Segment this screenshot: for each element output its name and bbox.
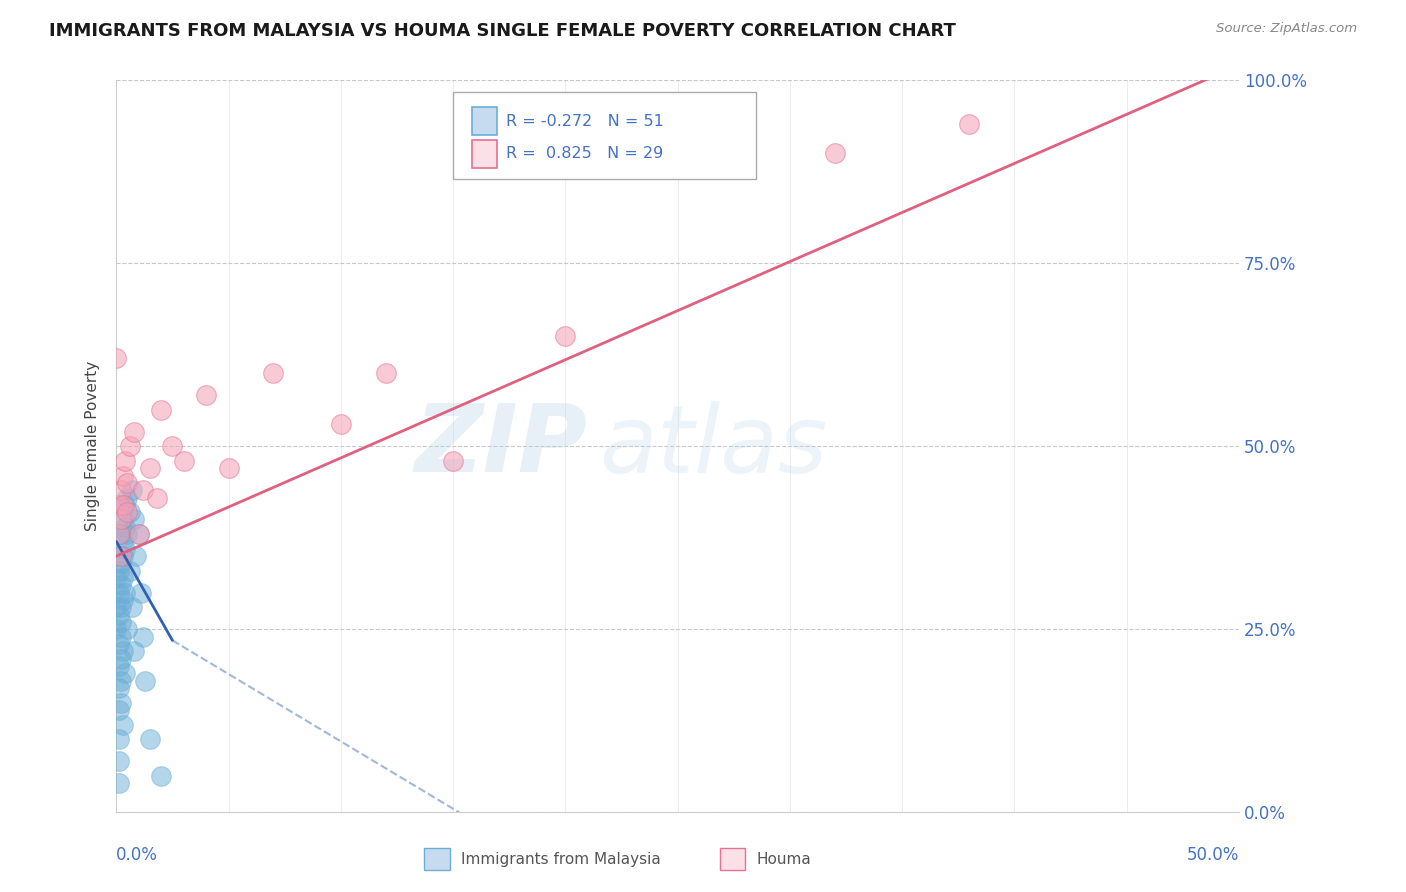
Point [150, 769, 173, 783]
Point [107, 585, 129, 599]
Point [441, 454, 464, 468]
Point [117, 505, 139, 519]
Point [114, 454, 136, 468]
Point [114, 666, 136, 681]
Point [110, 630, 132, 644]
Point [134, 673, 156, 688]
Point [107, 564, 129, 578]
Point [218, 461, 240, 475]
Point [957, 117, 980, 131]
Point [105, 623, 128, 637]
Point [111, 498, 134, 512]
Point [107, 549, 129, 563]
Point [107, 659, 129, 673]
Point [107, 732, 129, 747]
Point [107, 703, 129, 717]
Point [117, 527, 139, 541]
Point [111, 593, 134, 607]
Point [118, 439, 141, 453]
Point [329, 417, 352, 432]
Point [150, 402, 173, 417]
Point [139, 732, 162, 747]
Point [111, 644, 134, 658]
Point [107, 527, 129, 541]
Point [107, 754, 129, 768]
Text: IMMIGRANTS FROM MALAYSIA VS HOUMA SINGLE FEMALE POVERTY CORRELATION CHART: IMMIGRANTS FROM MALAYSIA VS HOUMA SINGLE… [49, 22, 956, 40]
Point [105, 571, 128, 585]
Point [111, 512, 134, 526]
Text: Source: ZipAtlas.com: Source: ZipAtlas.com [1216, 22, 1357, 36]
Point [262, 366, 284, 380]
Point [111, 571, 134, 585]
Point [107, 607, 129, 622]
Point [114, 541, 136, 556]
Point [114, 585, 136, 599]
Bar [472, 140, 496, 168]
Text: atlas: atlas [599, 401, 827, 491]
Point [110, 512, 132, 526]
Point [110, 673, 132, 688]
Text: 0.0%: 0.0% [117, 847, 157, 864]
Point [110, 651, 132, 665]
Point [122, 512, 145, 526]
Point [117, 623, 139, 637]
Point [107, 776, 129, 790]
Point [117, 475, 139, 490]
Point [110, 549, 132, 563]
Point [107, 637, 129, 651]
Point [128, 527, 150, 541]
Point [111, 717, 134, 731]
Point [114, 520, 136, 534]
Point [118, 564, 141, 578]
Text: R =  0.825   N = 29: R = 0.825 N = 29 [506, 146, 664, 161]
Point [145, 491, 167, 505]
Point [110, 527, 132, 541]
Point [111, 534, 134, 549]
Point [139, 461, 162, 475]
Text: Immigrants from Malaysia: Immigrants from Malaysia [461, 852, 661, 867]
Point [107, 681, 129, 695]
Point [121, 600, 143, 615]
Point [125, 549, 148, 563]
Text: R = -0.272   N = 51: R = -0.272 N = 51 [506, 113, 664, 128]
Point [118, 505, 141, 519]
Point [117, 491, 139, 505]
Point [122, 644, 145, 658]
Text: Houma: Houma [756, 852, 811, 867]
Point [114, 498, 136, 512]
Text: 50.0%: 50.0% [1187, 847, 1239, 864]
Point [110, 578, 132, 592]
Point [111, 549, 134, 563]
Point [132, 483, 155, 498]
Point [173, 454, 195, 468]
Bar [472, 107, 496, 135]
Point [195, 388, 218, 402]
Text: ZIP: ZIP [415, 401, 588, 492]
Point [128, 527, 150, 541]
Point [111, 468, 134, 483]
Y-axis label: Single Female Poverty: Single Female Poverty [86, 361, 100, 532]
Point [107, 498, 129, 512]
Point [110, 696, 132, 710]
Point [110, 557, 132, 571]
Point [121, 483, 143, 498]
Point [105, 351, 128, 366]
FancyBboxPatch shape [453, 93, 756, 179]
Point [129, 585, 152, 599]
Point [110, 600, 132, 615]
Point [110, 615, 132, 629]
Point [110, 483, 132, 498]
Point [554, 329, 576, 343]
Point [122, 425, 145, 439]
Point [162, 439, 184, 453]
Point [824, 146, 846, 161]
Point [374, 366, 396, 380]
Point [132, 630, 155, 644]
Point [105, 600, 128, 615]
